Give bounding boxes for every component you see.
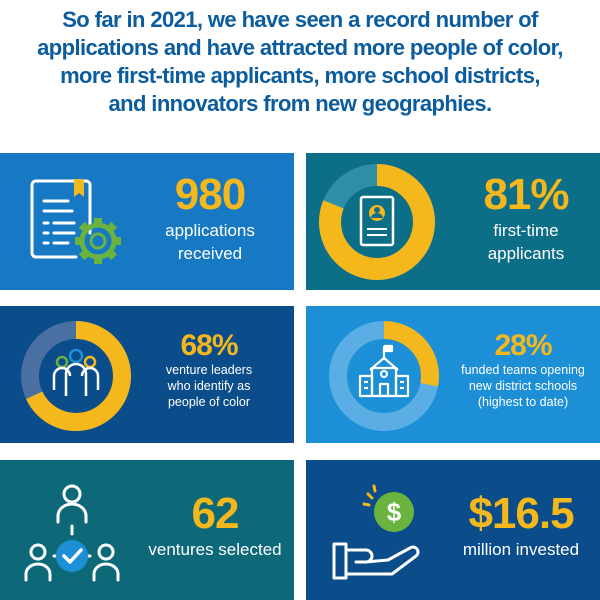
stat-caption: who identify as xyxy=(167,379,251,393)
stat-panel-ventures: 62 ventures selected xyxy=(0,460,294,600)
stat-caption: (highest to date) xyxy=(477,395,569,409)
stat-value: 81% xyxy=(483,170,569,219)
stat-panel-district-schools: 28% funded teams opening new district sc… xyxy=(306,306,600,443)
stat-value: 980 xyxy=(174,170,246,219)
headline-line: more first-time applicants, more school … xyxy=(60,63,540,88)
headline: So far in 2021, we have seen a record nu… xyxy=(0,6,600,118)
stat-panel-investment: $ $16.5 million invested xyxy=(306,460,600,600)
school-donut-icon xyxy=(326,318,442,439)
stat-people-of-color: 68% venture leaders who identify as peop… xyxy=(150,330,268,410)
stat-ventures: 62 ventures selected xyxy=(140,490,290,561)
stat-caption: ventures selected xyxy=(148,540,282,559)
document-gear-icon xyxy=(28,175,138,272)
svg-text:$: $ xyxy=(387,497,402,527)
stat-caption: million invested xyxy=(462,540,580,559)
stat-caption: first-time xyxy=(493,221,559,240)
people-donut-icon xyxy=(18,318,134,439)
stat-caption: new district schools xyxy=(468,379,578,393)
headline-line: So far in 2021, we have seen a record nu… xyxy=(62,7,538,32)
stat-panel-people-of-color: 68% venture leaders who identify as peop… xyxy=(0,306,294,443)
stat-value: 28% xyxy=(494,329,552,362)
stat-caption: funded teams opening xyxy=(461,363,585,377)
stat-value: $16.5 xyxy=(468,489,574,538)
stat-investment: $16.5 million invested xyxy=(446,490,596,561)
stat-caption: applicants xyxy=(487,244,565,263)
stat-district-schools: 28% funded teams opening new district sc… xyxy=(456,330,590,410)
stat-panel-first-time: 81% first-time applicants xyxy=(306,153,600,290)
stat-applications: 980 applications received xyxy=(150,171,270,265)
stat-panel-applications: 980 applications received xyxy=(0,153,294,290)
stat-caption: venture leaders xyxy=(165,363,253,377)
resume-donut-icon xyxy=(318,163,436,286)
stat-value: 68% xyxy=(180,329,238,362)
network-check-icon xyxy=(22,480,122,595)
stat-caption: applications xyxy=(165,221,255,240)
stat-value: 62 xyxy=(191,489,240,538)
headline-line: applications and have attracted more peo… xyxy=(37,35,563,60)
stat-first-time: 81% first-time applicants xyxy=(466,171,586,265)
stat-caption: received xyxy=(177,244,243,263)
money-hand-icon: $ xyxy=(328,480,428,595)
stat-caption: people of color xyxy=(167,395,250,409)
headline-line: and innovators from new geographies. xyxy=(108,91,492,116)
